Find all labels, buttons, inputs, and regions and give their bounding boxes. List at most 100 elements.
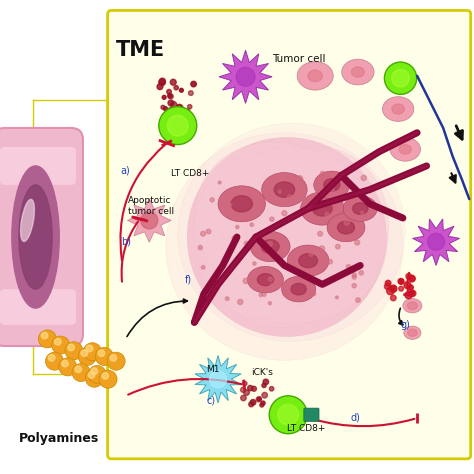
Ellipse shape xyxy=(403,299,422,313)
Circle shape xyxy=(240,387,246,392)
Circle shape xyxy=(312,292,316,296)
Circle shape xyxy=(270,283,274,287)
Ellipse shape xyxy=(353,203,368,214)
Circle shape xyxy=(390,285,397,292)
Circle shape xyxy=(267,241,273,246)
Circle shape xyxy=(48,355,55,361)
Circle shape xyxy=(210,198,214,202)
Ellipse shape xyxy=(231,196,252,212)
Circle shape xyxy=(88,365,106,383)
Polygon shape xyxy=(219,50,272,103)
Circle shape xyxy=(384,62,417,94)
Circle shape xyxy=(81,350,88,356)
Ellipse shape xyxy=(166,133,403,360)
Circle shape xyxy=(409,275,415,282)
Ellipse shape xyxy=(308,70,322,82)
Circle shape xyxy=(278,252,283,257)
Ellipse shape xyxy=(20,200,35,241)
Circle shape xyxy=(91,368,98,374)
FancyBboxPatch shape xyxy=(0,128,83,346)
Circle shape xyxy=(225,297,229,301)
Circle shape xyxy=(405,292,412,299)
Circle shape xyxy=(185,109,190,114)
Circle shape xyxy=(391,295,396,301)
Circle shape xyxy=(250,400,256,405)
Circle shape xyxy=(75,366,82,373)
Ellipse shape xyxy=(19,185,52,289)
Circle shape xyxy=(263,379,269,384)
Circle shape xyxy=(333,207,337,210)
Ellipse shape xyxy=(351,67,365,77)
Ellipse shape xyxy=(299,254,318,268)
Circle shape xyxy=(280,283,284,287)
Text: Tumor cell: Tumor cell xyxy=(273,54,326,64)
Polygon shape xyxy=(413,219,459,265)
Circle shape xyxy=(361,175,366,181)
Circle shape xyxy=(191,82,196,87)
Circle shape xyxy=(161,105,165,109)
Circle shape xyxy=(320,172,325,176)
Ellipse shape xyxy=(343,196,377,221)
Circle shape xyxy=(167,115,188,136)
Circle shape xyxy=(328,259,332,264)
Ellipse shape xyxy=(392,104,404,114)
Circle shape xyxy=(385,280,391,286)
Circle shape xyxy=(241,395,246,401)
Ellipse shape xyxy=(301,192,344,225)
Circle shape xyxy=(162,95,166,99)
Ellipse shape xyxy=(12,166,59,308)
Circle shape xyxy=(318,231,322,236)
Circle shape xyxy=(253,262,256,265)
Text: iCK's: iCK's xyxy=(251,368,273,376)
Circle shape xyxy=(72,364,90,382)
Circle shape xyxy=(168,94,173,99)
Ellipse shape xyxy=(274,182,295,197)
Circle shape xyxy=(249,402,254,407)
Text: d): d) xyxy=(351,412,361,422)
Circle shape xyxy=(250,223,254,227)
Circle shape xyxy=(159,79,165,85)
Ellipse shape xyxy=(261,240,279,253)
Ellipse shape xyxy=(187,137,386,337)
Text: Apoptotic
tumor cell: Apoptotic tumor cell xyxy=(128,197,174,216)
Circle shape xyxy=(251,386,256,391)
Circle shape xyxy=(55,338,61,345)
Circle shape xyxy=(249,239,254,245)
Circle shape xyxy=(244,241,248,245)
Circle shape xyxy=(164,107,167,110)
Circle shape xyxy=(157,84,163,90)
Text: LT CD8+: LT CD8+ xyxy=(287,425,325,433)
Ellipse shape xyxy=(342,59,374,85)
Circle shape xyxy=(188,105,192,109)
Ellipse shape xyxy=(219,178,387,324)
Circle shape xyxy=(52,336,70,354)
Circle shape xyxy=(384,283,391,290)
Circle shape xyxy=(333,232,337,236)
Ellipse shape xyxy=(282,276,316,302)
Circle shape xyxy=(325,212,329,217)
Circle shape xyxy=(329,183,334,188)
Circle shape xyxy=(159,78,165,84)
Circle shape xyxy=(387,287,394,295)
Ellipse shape xyxy=(218,186,265,222)
Circle shape xyxy=(174,85,178,90)
Ellipse shape xyxy=(246,147,389,308)
Circle shape xyxy=(176,104,182,111)
Circle shape xyxy=(361,211,364,214)
Ellipse shape xyxy=(214,203,355,328)
Ellipse shape xyxy=(408,329,417,337)
Circle shape xyxy=(110,355,117,361)
Circle shape xyxy=(206,229,211,234)
Circle shape xyxy=(243,381,247,386)
Circle shape xyxy=(392,69,410,87)
Circle shape xyxy=(86,345,93,352)
Circle shape xyxy=(262,293,266,296)
Ellipse shape xyxy=(178,123,405,341)
Circle shape xyxy=(399,286,403,291)
Ellipse shape xyxy=(404,326,421,339)
Circle shape xyxy=(83,343,101,361)
Circle shape xyxy=(99,370,117,388)
Ellipse shape xyxy=(312,201,332,216)
Ellipse shape xyxy=(262,173,307,207)
Circle shape xyxy=(95,347,113,365)
